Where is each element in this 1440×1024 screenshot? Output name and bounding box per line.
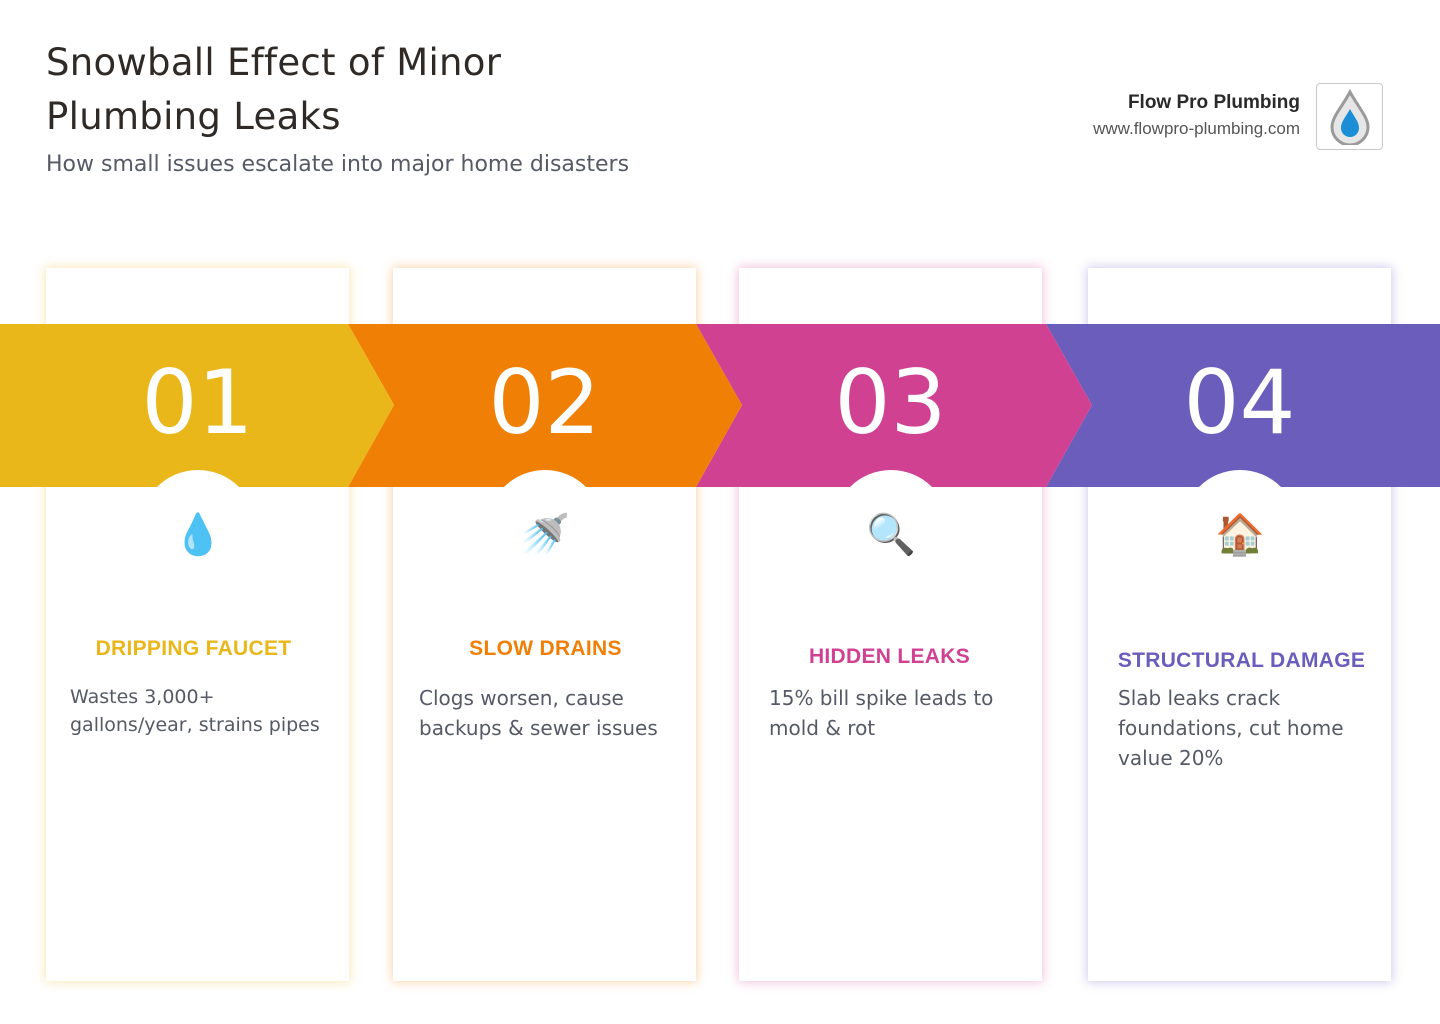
page-subtitle: How small issues escalate into major hom…: [46, 152, 630, 177]
water-drop-icon: [1316, 83, 1383, 150]
step-number-4: 04: [1183, 351, 1296, 454]
step-title-2: SLOW DRAINS: [469, 637, 622, 660]
step-number-1: 01: [141, 351, 254, 454]
icon-circle: [140, 470, 256, 586]
step-description-4: Slab leaks crack foundations, cut home v…: [1118, 686, 1344, 770]
step-description-2: Clogs worsen, cause backups & sewer issu…: [419, 686, 658, 740]
brand-block: Flow Pro Plumbing www.flowpro-plumbing.c…: [1093, 90, 1300, 142]
step-title-3: HIDDEN LEAKS: [808, 645, 971, 668]
magnifier-icon: 🔍: [866, 512, 916, 558]
step-description-1: Wastes 3,000+ gallons/year, strains pipe…: [70, 686, 320, 736]
page-title: Snowball Effect of Minor Plumbing Leaks: [46, 41, 502, 138]
icon-circle: [1182, 470, 1298, 586]
step-number-3: 03: [834, 351, 947, 454]
step-title-1: DRIPPING FAUCET: [95, 637, 292, 660]
step-number-2: 02: [488, 351, 601, 454]
icon-circle: [487, 470, 603, 586]
shower-icon: 🚿: [520, 512, 570, 558]
droplet-icon: 💧: [173, 512, 223, 558]
house-icon: 🏠: [1215, 512, 1265, 558]
step-description-3: 15% bill spike leads to mold & rot: [769, 686, 994, 740]
icon-circle: [833, 470, 949, 586]
brand-name: Flow Pro Plumbing: [1127, 92, 1300, 113]
step-title-4: STRUCTURAL DAMAGE: [1117, 649, 1366, 672]
brand-url[interactable]: www.flowpro-plumbing.com: [1093, 119, 1300, 138]
